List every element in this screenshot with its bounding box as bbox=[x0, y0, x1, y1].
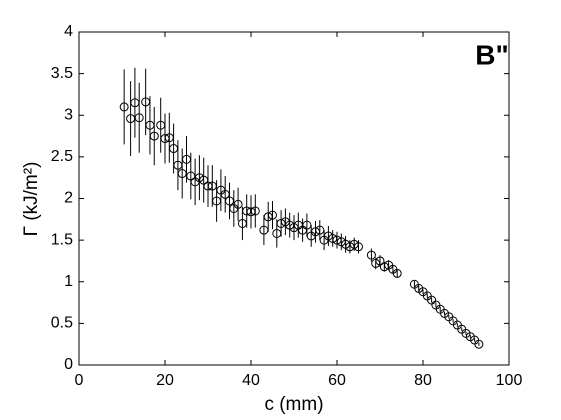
data-point bbox=[366, 250, 376, 260]
y-tick-label: 1.5 bbox=[51, 231, 73, 248]
x-tick-label: 60 bbox=[328, 372, 346, 389]
y-tick-label: 2 bbox=[64, 190, 73, 207]
data-point bbox=[119, 102, 129, 112]
data-point bbox=[149, 131, 159, 141]
data-point bbox=[233, 199, 243, 209]
y-tick-label: 1 bbox=[64, 273, 73, 290]
x-tick-label: 100 bbox=[496, 372, 523, 389]
data-point bbox=[354, 242, 363, 252]
y-axis-label: Γ (kJ/m²) bbox=[21, 162, 42, 237]
y-tick-label: 4 bbox=[64, 23, 73, 40]
plot-frame bbox=[78, 31, 510, 366]
y-tick-label: 3 bbox=[64, 106, 73, 123]
data-point bbox=[375, 256, 385, 266]
x-axis-label: c (mm) bbox=[264, 394, 323, 415]
y-tick-label: 0 bbox=[64, 356, 73, 373]
data-point bbox=[250, 206, 260, 216]
y-tick-label: 2.5 bbox=[51, 148, 73, 165]
x-tick-label: 0 bbox=[75, 372, 84, 389]
data-point bbox=[134, 113, 144, 123]
x-tick-label: 80 bbox=[414, 372, 432, 389]
data-point bbox=[474, 339, 484, 349]
x-tick-label: 20 bbox=[156, 372, 174, 389]
x-tick-label: 40 bbox=[242, 372, 260, 389]
data-point bbox=[268, 210, 277, 220]
data-point bbox=[392, 268, 402, 278]
y-tick-label: 0.5 bbox=[51, 315, 73, 332]
annotation: B" bbox=[475, 39, 509, 70]
y-tick-label: 3.5 bbox=[51, 65, 73, 82]
